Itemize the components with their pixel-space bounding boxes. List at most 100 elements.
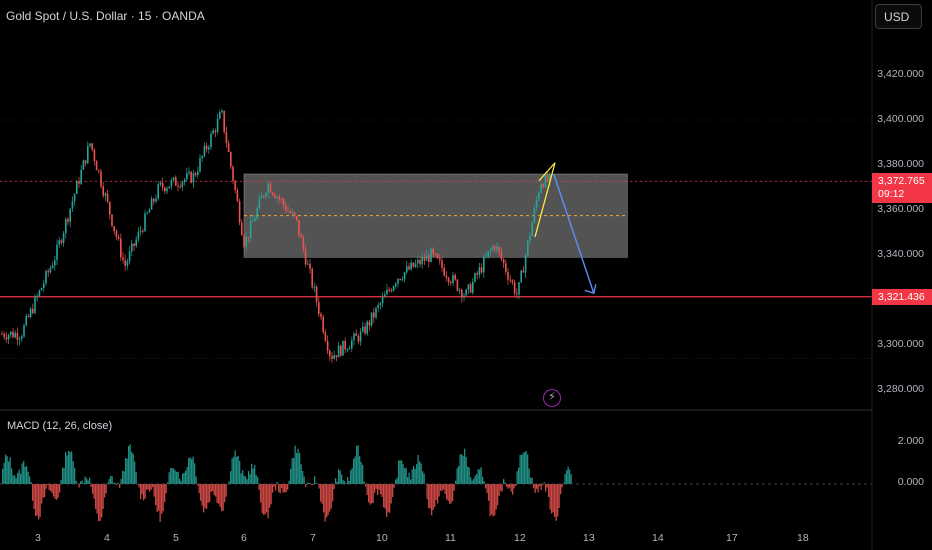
current-price-tag[interactable]: 3,372.765 09:12 bbox=[872, 173, 932, 203]
macd-bar bbox=[147, 484, 149, 490]
candle-body bbox=[412, 262, 415, 267]
candle-body bbox=[362, 326, 364, 332]
symbol-title[interactable]: Gold Spot / U.S. Dollar · 15 · OANDA bbox=[6, 9, 205, 23]
macd-bar bbox=[243, 475, 245, 484]
candle-body bbox=[197, 171, 199, 176]
macd-bar bbox=[84, 476, 86, 484]
macd-bar bbox=[282, 484, 284, 493]
macd-bar bbox=[279, 484, 281, 494]
time-label: 18 bbox=[797, 532, 809, 544]
macd-bar bbox=[372, 484, 374, 504]
candle-body bbox=[329, 350, 331, 356]
macd-bar bbox=[192, 456, 194, 484]
macd-bar bbox=[542, 484, 544, 486]
candle-body bbox=[91, 143, 93, 150]
macd-bar bbox=[86, 478, 88, 484]
macd-bar bbox=[501, 484, 503, 492]
candle-body bbox=[21, 336, 23, 339]
macd-bar bbox=[215, 484, 217, 497]
macd-bar bbox=[119, 484, 121, 489]
candle-body bbox=[150, 198, 153, 210]
candle-body bbox=[109, 201, 111, 215]
candle-body bbox=[122, 257, 124, 260]
macd-bar bbox=[495, 484, 497, 510]
macd-bar bbox=[440, 484, 442, 491]
candle-body bbox=[65, 219, 67, 234]
candle-body bbox=[474, 273, 476, 282]
arrow-head bbox=[584, 284, 597, 295]
candle-body bbox=[285, 204, 287, 211]
macd-bar bbox=[567, 466, 569, 484]
candle-body bbox=[494, 246, 496, 250]
candle-body bbox=[234, 181, 236, 191]
macd-bar bbox=[455, 480, 457, 484]
candle-body bbox=[542, 184, 544, 188]
macd-bar bbox=[452, 484, 454, 502]
candle-body bbox=[527, 240, 529, 256]
macd-bar bbox=[251, 463, 253, 484]
macd-bar bbox=[20, 473, 22, 484]
currency-button[interactable]: USD bbox=[875, 4, 922, 29]
time-label: 10 bbox=[376, 532, 388, 544]
candle-body bbox=[436, 254, 439, 259]
macd-bar bbox=[528, 468, 530, 484]
macd-bar bbox=[152, 484, 154, 488]
macd-bar bbox=[186, 466, 188, 484]
level-price-tag[interactable]: 3,321.436 bbox=[872, 289, 932, 305]
macd-bar bbox=[363, 481, 365, 484]
macd-bar bbox=[332, 484, 334, 502]
macd-bar bbox=[314, 476, 316, 484]
macd-bar bbox=[92, 484, 94, 494]
macd-bar bbox=[500, 484, 502, 491]
candle-body bbox=[212, 130, 214, 134]
macd-bar bbox=[513, 484, 515, 489]
macd-bar bbox=[32, 484, 34, 501]
macd-indicator-label[interactable]: MACD (12, 26, close) bbox=[7, 420, 113, 432]
candle-body bbox=[102, 186, 104, 196]
macd-bar bbox=[276, 482, 278, 484]
macd-bar bbox=[443, 484, 445, 490]
candle-body bbox=[454, 275, 456, 280]
candle-body bbox=[395, 283, 397, 287]
macd-bar bbox=[458, 466, 460, 484]
macd-bar bbox=[482, 476, 484, 484]
macd-bar bbox=[299, 453, 301, 484]
macd-bar bbox=[413, 466, 415, 484]
candle-body bbox=[192, 173, 195, 183]
wedge-drawing[interactable] bbox=[534, 162, 556, 238]
candle-body bbox=[111, 214, 113, 227]
macd-bar bbox=[176, 471, 178, 484]
macd-bar bbox=[297, 448, 299, 484]
macd-bar bbox=[224, 484, 226, 503]
macd-bar bbox=[38, 484, 40, 520]
projection-arrow[interactable] bbox=[553, 173, 597, 295]
candle-body bbox=[397, 278, 399, 284]
arrow-shaft bbox=[553, 173, 595, 294]
macd-bar bbox=[294, 445, 296, 484]
macd-bar bbox=[335, 478, 337, 484]
candle-body bbox=[410, 262, 412, 270]
macd-bar bbox=[407, 477, 409, 484]
candle-body bbox=[467, 284, 470, 290]
wedge-line bbox=[534, 162, 556, 238]
candle-body bbox=[300, 234, 302, 238]
macd-bar bbox=[63, 468, 65, 484]
candle-body bbox=[500, 251, 503, 260]
macd-bar bbox=[252, 468, 254, 484]
macd-bar bbox=[555, 484, 557, 521]
candle-body bbox=[403, 272, 406, 280]
macd-bar bbox=[420, 463, 422, 484]
candle-body bbox=[491, 246, 494, 251]
lightning-icon[interactable]: ⚡ bbox=[543, 389, 561, 407]
candle-body bbox=[216, 118, 219, 132]
macd-bar bbox=[2, 468, 4, 484]
macd-bar bbox=[537, 484, 539, 493]
macd-bar bbox=[360, 462, 362, 484]
macd-bar bbox=[218, 484, 220, 504]
candle-body bbox=[461, 289, 463, 298]
time-label: 6 bbox=[241, 532, 247, 544]
macd-bar bbox=[563, 482, 565, 484]
macd-bar bbox=[305, 484, 307, 488]
macd-bar bbox=[504, 482, 506, 484]
